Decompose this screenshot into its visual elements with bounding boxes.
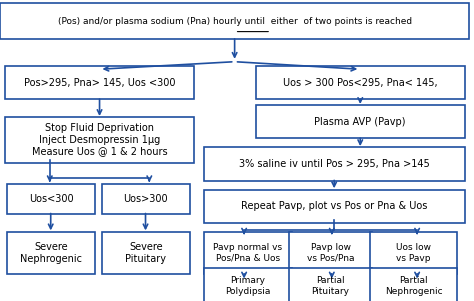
FancyBboxPatch shape [204,147,465,181]
Text: Plasma AVP (Pavp): Plasma AVP (Pavp) [314,117,406,127]
FancyBboxPatch shape [5,66,194,99]
Text: Uos>300: Uos>300 [123,194,168,204]
FancyBboxPatch shape [370,232,457,274]
Text: Uos > 300 Pos<295, Pna< 145,: Uos > 300 Pos<295, Pna< 145, [283,78,438,88]
Text: Uos<300: Uos<300 [28,194,73,204]
FancyBboxPatch shape [370,268,457,301]
FancyBboxPatch shape [204,190,465,223]
FancyBboxPatch shape [7,184,95,214]
FancyBboxPatch shape [7,232,95,274]
Text: 3% saline iv until Pos > 295, Pna >145: 3% saline iv until Pos > 295, Pna >145 [239,159,429,169]
FancyBboxPatch shape [0,3,469,39]
FancyBboxPatch shape [204,232,292,274]
FancyBboxPatch shape [102,232,190,274]
Text: Severe
Nephrogenic: Severe Nephrogenic [20,242,82,264]
Text: Pos>295, Pna> 145, Uos <300: Pos>295, Pna> 145, Uos <300 [24,78,175,88]
FancyBboxPatch shape [256,66,465,99]
FancyBboxPatch shape [204,268,292,301]
Text: (Pos) and/or plasma sodium (Pna) hourly until  either  of two points is reached: (Pos) and/or plasma sodium (Pna) hourly … [57,17,412,26]
FancyBboxPatch shape [102,184,190,214]
Text: Pavp low
vs Pos/Pna: Pavp low vs Pos/Pna [307,243,355,262]
Text: Uos low
vs Pavp: Uos low vs Pavp [396,243,431,262]
FancyBboxPatch shape [256,105,465,138]
FancyBboxPatch shape [289,232,372,274]
Text: Pavp normal vs
Pos/Pna & Uos: Pavp normal vs Pos/Pna & Uos [213,243,282,262]
FancyBboxPatch shape [5,117,194,163]
Text: Partial
Nephrogenic: Partial Nephrogenic [385,276,442,296]
Text: Repeat Pavp, plot vs Pos or Pna & Uos: Repeat Pavp, plot vs Pos or Pna & Uos [241,201,428,211]
Text: Stop Fluid Deprivation
Inject Desmopressin 1μg
Measure Uos @ 1 & 2 hours: Stop Fluid Deprivation Inject Desmopress… [32,123,167,157]
Text: Partial
Pituitary: Partial Pituitary [311,276,350,296]
FancyBboxPatch shape [289,268,372,301]
Text: Primary
Polydipsia: Primary Polydipsia [225,276,270,296]
Text: Severe
Pituitary: Severe Pituitary [125,242,166,264]
